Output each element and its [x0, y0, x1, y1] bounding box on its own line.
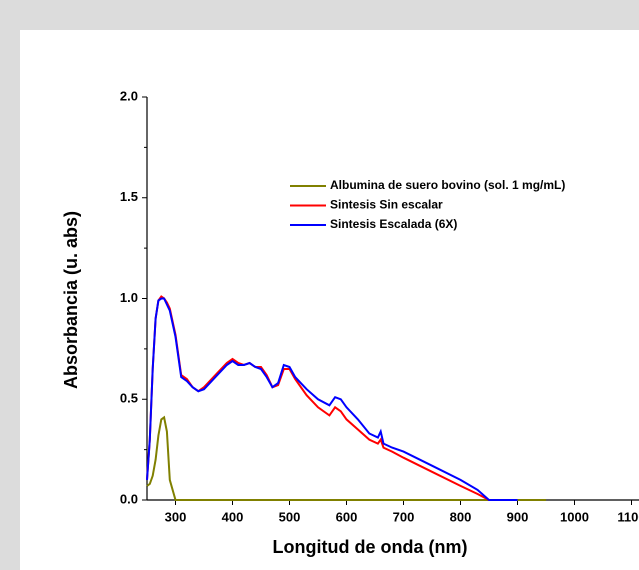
y-axis-label: Absorbancia (u. abs) [61, 211, 81, 389]
x-tick-label: 1100 [617, 509, 639, 524]
x-axis-label: Longitud de onda (nm) [273, 537, 468, 557]
legend-label: Albumina de suero bovino (sol. 1 mg/mL) [330, 178, 565, 192]
series-line [146, 415, 546, 501]
series-line [146, 297, 518, 501]
x-tick-label: 1000 [560, 509, 589, 524]
y-tick-label: 1.5 [120, 189, 138, 204]
x-tick-label: 300 [165, 509, 187, 524]
legend-label: Sintesis Escalada (6X) [330, 217, 457, 231]
y-tick-label: 2.0 [120, 88, 138, 103]
x-tick-label: 400 [222, 509, 244, 524]
panel [20, 30, 639, 570]
x-tick-label: 800 [450, 509, 472, 524]
x-tick-label: 700 [393, 509, 415, 524]
legend-label: Sintesis Sin escalar [330, 198, 443, 212]
x-tick-label: 600 [336, 509, 358, 524]
y-tick-label: 0.0 [120, 491, 138, 506]
x-tick-label: 900 [507, 509, 529, 524]
y-tick-label: 0.5 [120, 391, 138, 406]
y-tick-label: 1.0 [120, 290, 138, 305]
x-tick-label: 500 [279, 509, 301, 524]
